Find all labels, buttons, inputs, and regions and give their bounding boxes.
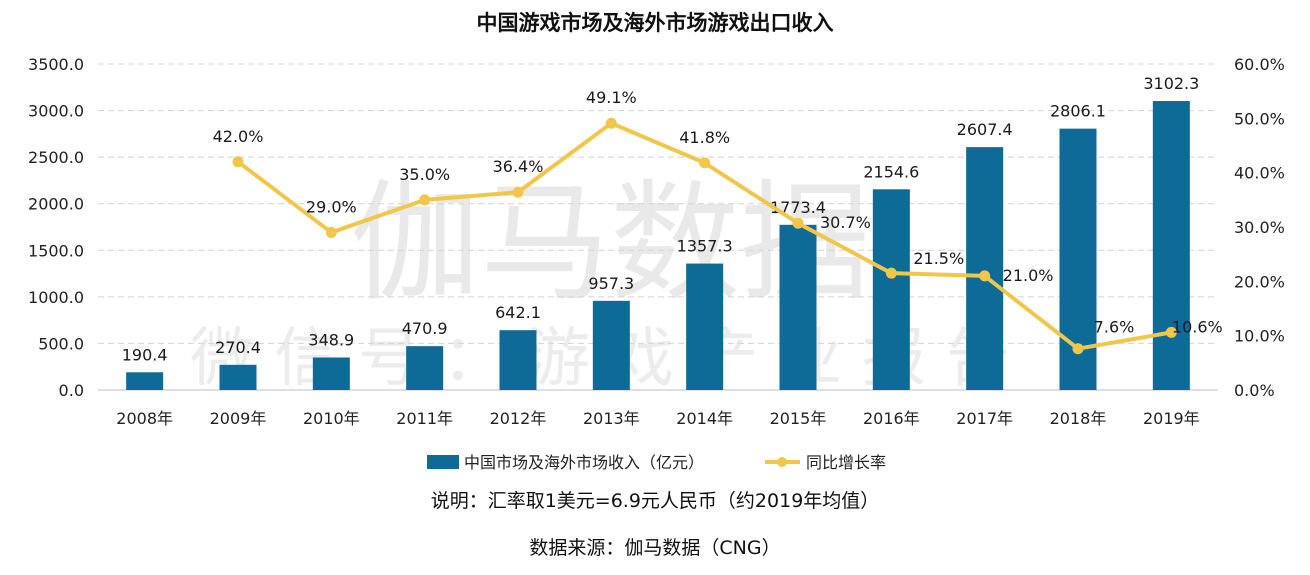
y-right-tick-label: 60.0% xyxy=(1234,55,1285,74)
bar-value-label: 2154.6 xyxy=(863,162,919,181)
bar-value-label: 1357.3 xyxy=(677,237,733,256)
y-left-tick-label: 3500.0 xyxy=(28,55,84,74)
line-value-label: 41.8% xyxy=(679,128,730,147)
bar xyxy=(872,189,910,390)
line-value-label: 30.7% xyxy=(820,213,871,232)
line-value-label: 35.0% xyxy=(399,165,450,184)
y-right-tick-label: 30.0% xyxy=(1234,218,1285,237)
line-value-label: 21.5% xyxy=(913,249,964,268)
bar xyxy=(219,364,257,390)
y-left-tick-label: 1500.0 xyxy=(28,241,84,260)
bar xyxy=(966,147,1004,390)
x-tick-label: 2014年 xyxy=(676,409,733,428)
line-value-label: 7.6% xyxy=(1094,318,1135,337)
line-point xyxy=(885,267,897,279)
y-right-tick-label: 0.0% xyxy=(1234,381,1275,400)
legend-bar-label: 中国市场及海外市场收入（亿元） xyxy=(464,453,704,472)
bar xyxy=(312,357,350,390)
line-point xyxy=(605,117,617,129)
bar-value-label: 642.1 xyxy=(495,303,541,322)
bar xyxy=(499,330,537,390)
line-point xyxy=(419,194,431,206)
x-tick-label: 2009年 xyxy=(210,409,267,428)
x-tick-label: 2015年 xyxy=(770,409,827,428)
bar-value-label: 1773.4 xyxy=(770,198,826,217)
bar-value-label: 957.3 xyxy=(588,274,634,293)
y-left-tick-label: 2500.0 xyxy=(28,148,84,167)
bar-value-label: 190.4 xyxy=(122,345,168,364)
y-axis-right: 0.0% 10.0% 20.0% 30.0% 40.0% 50.0% 60.0% xyxy=(1234,55,1285,400)
legend-line-marker xyxy=(777,457,787,467)
line-value-label: 49.1% xyxy=(586,88,637,107)
line-point xyxy=(699,157,711,169)
bar xyxy=(779,224,817,390)
legend: 中国市场及海外市场收入（亿元） 同比增长率 xyxy=(427,453,886,472)
line-series xyxy=(232,117,1177,355)
line-value-label: 10.6% xyxy=(1172,317,1223,336)
line-point xyxy=(325,226,337,238)
line-value-label: 21.0% xyxy=(1003,266,1054,285)
line-value-label: 36.4% xyxy=(493,157,544,176)
y-left-tick-label: 3000.0 xyxy=(28,102,84,121)
y-left-tick-label: 2000.0 xyxy=(28,195,84,214)
bar xyxy=(126,372,164,390)
y-right-tick-label: 10.0% xyxy=(1234,327,1285,346)
bar xyxy=(406,346,444,390)
bar xyxy=(686,263,724,390)
gridlines xyxy=(98,63,1218,391)
x-tick-label: 2010年 xyxy=(303,409,360,428)
y-left-tick-label: 1000.0 xyxy=(28,288,84,307)
line-data-labels: 42.0% 29.0% 35.0% 36.4% 49.1% 41.8% 30.7% 21.5%… xyxy=(213,88,1223,336)
legend-bar-swatch xyxy=(427,455,459,469)
bar-value-label: 3102.3 xyxy=(1143,74,1199,93)
x-tick-label: 2019年 xyxy=(1143,409,1200,428)
x-tick-label: 2008年 xyxy=(116,409,173,428)
line-value-label: 29.0% xyxy=(306,197,357,216)
line-point xyxy=(1072,343,1084,355)
y-right-tick-label: 50.0% xyxy=(1234,109,1285,128)
y-left-tick-label: 500.0 xyxy=(38,334,84,353)
y-left-tick-label: 0.0 xyxy=(59,381,84,400)
bar-series xyxy=(126,101,1190,391)
source-note: 数据来源：伽马数据（CNG） xyxy=(529,537,780,559)
x-tick-label: 2016年 xyxy=(863,409,920,428)
explanation-note: 说明：汇率取1美元=6.9元人民币（约2019年均值） xyxy=(431,490,880,512)
chart-title: 中国游戏市场及海外市场游戏出口收入 xyxy=(477,11,834,35)
line-point xyxy=(979,270,991,282)
x-tick-label: 2011年 xyxy=(396,409,453,428)
y-axis-left: 0.0 500.0 1000.0 1500.0 2000.0 2500.0 3000.0 35… xyxy=(28,55,84,400)
line-point xyxy=(792,217,804,229)
line-point xyxy=(232,156,244,168)
line-value-label: 42.0% xyxy=(213,127,264,146)
bar xyxy=(592,300,630,390)
line-point xyxy=(1165,326,1177,338)
bar-value-label: 470.9 xyxy=(402,319,448,338)
bar-value-label: 270.4 xyxy=(215,338,261,357)
x-tick-label: 2012年 xyxy=(490,409,547,428)
y-right-tick-label: 40.0% xyxy=(1234,164,1285,183)
bar-value-label: 2806.1 xyxy=(1050,102,1106,121)
legend-line-label: 同比增长率 xyxy=(806,453,886,472)
bar xyxy=(1152,101,1190,391)
x-tick-label: 2017年 xyxy=(956,409,1013,428)
x-tick-label: 2013年 xyxy=(583,409,640,428)
x-axis: 2008年 2009年 2010年 2011年 2012年 2013年 2014年 2015年… xyxy=(116,409,1199,428)
bar-value-label: 2607.4 xyxy=(957,120,1013,139)
line-point xyxy=(512,186,524,198)
x-tick-label: 2018年 xyxy=(1050,409,1107,428)
bar-value-label: 348.9 xyxy=(308,331,354,350)
bar-data-labels: 190.4 270.4 348.9 470.9 642.1 957.3 1357.3 1773… xyxy=(122,74,1200,364)
y-right-tick-label: 20.0% xyxy=(1234,272,1285,291)
